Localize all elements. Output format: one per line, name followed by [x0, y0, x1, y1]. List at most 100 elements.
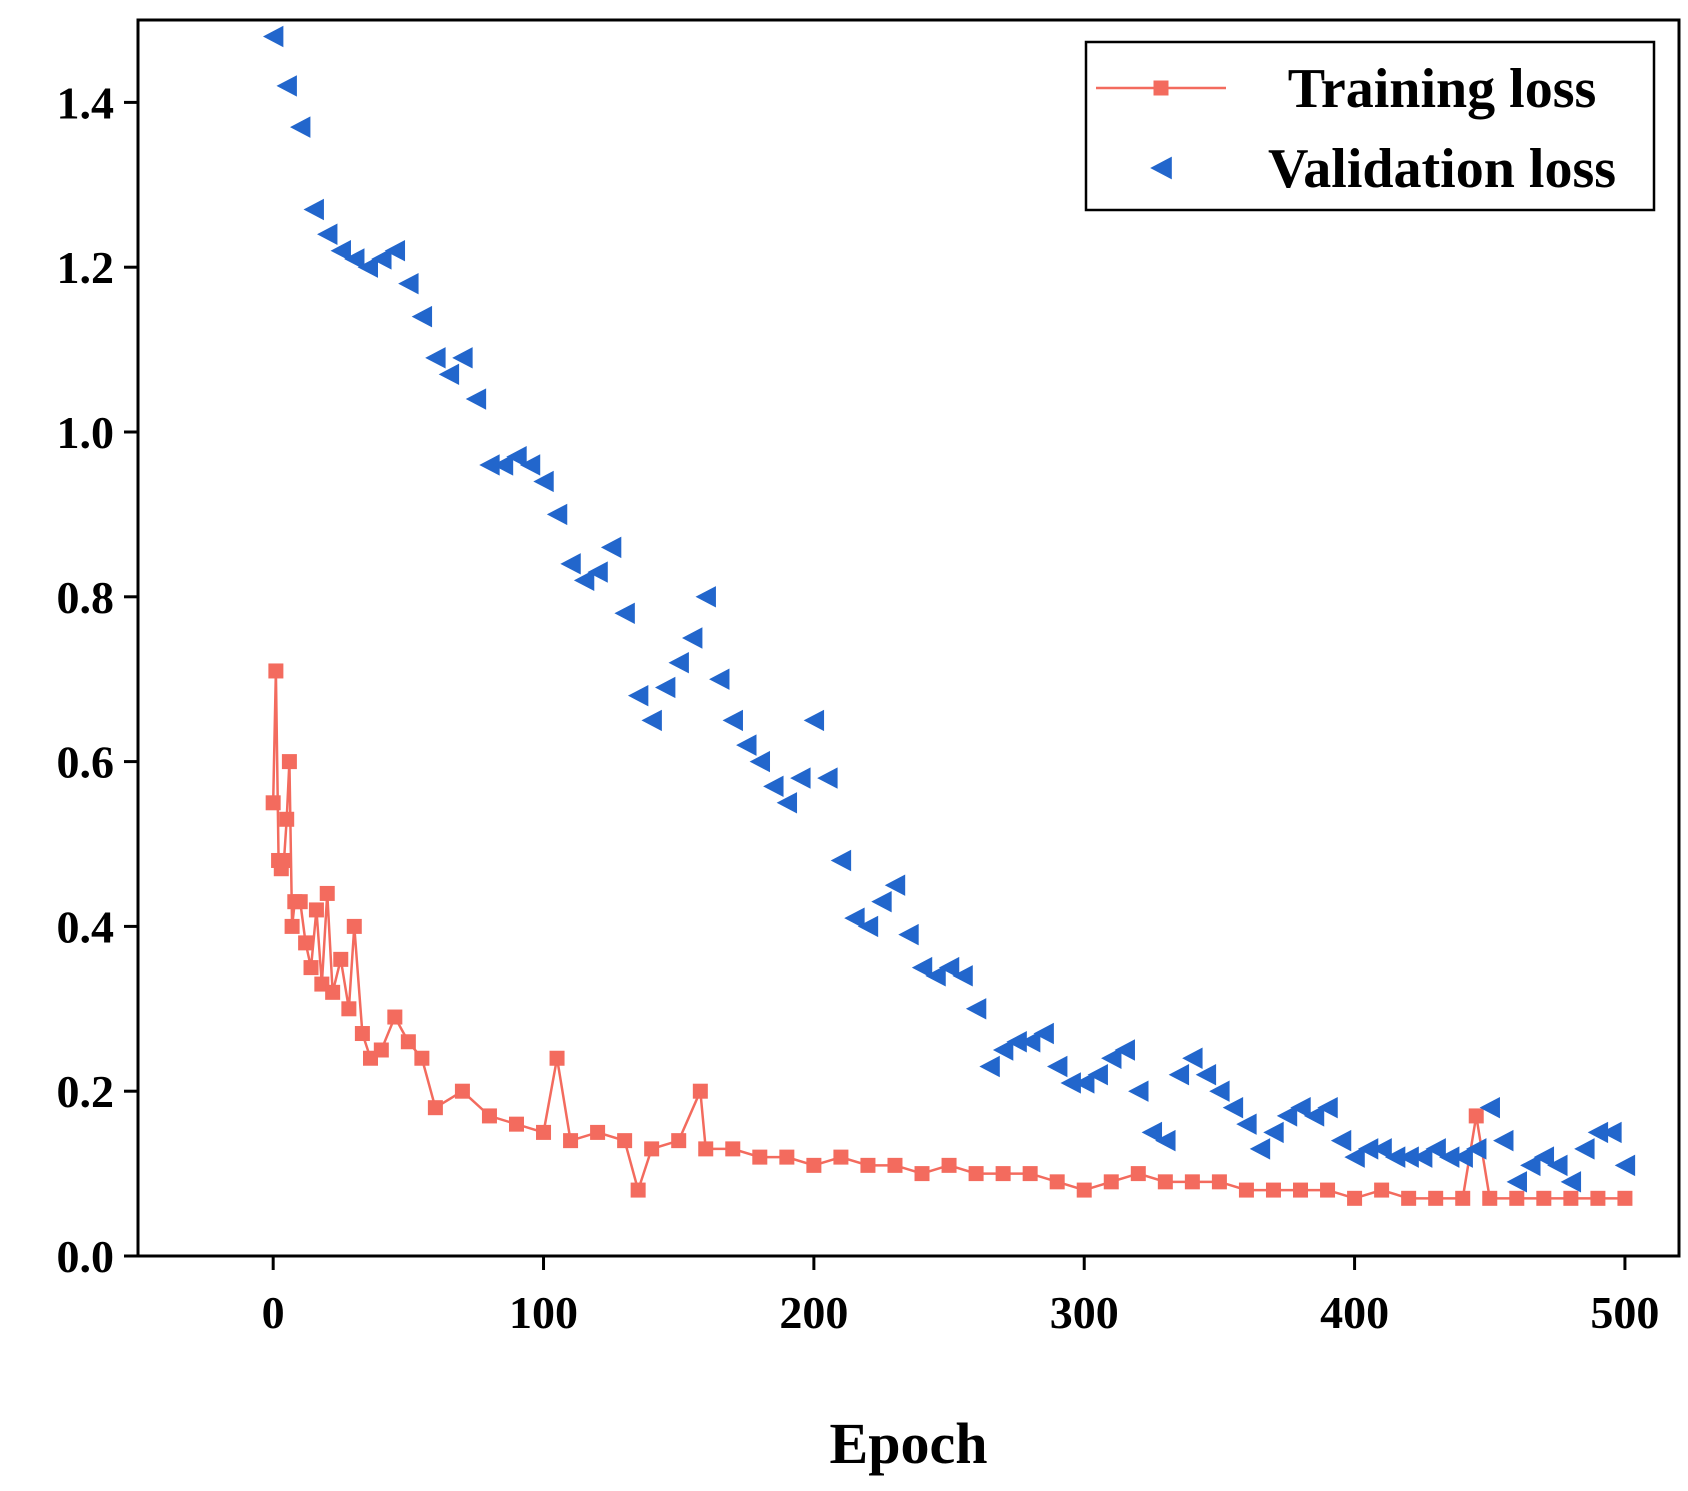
series-layer	[262, 25, 1636, 1206]
data-point	[682, 627, 703, 649]
data-point	[454, 1083, 470, 1099]
data-point	[871, 890, 892, 913]
data-point	[763, 775, 784, 798]
data-point	[346, 918, 362, 934]
data-point	[1168, 1064, 1190, 1086]
data-point	[806, 1157, 822, 1173]
data-point	[1506, 1171, 1527, 1193]
data-point	[736, 734, 757, 756]
x-tick-label: 100	[509, 1287, 578, 1338]
data-point	[1074, 1072, 1095, 1094]
legend-marker	[1150, 156, 1172, 180]
data-point	[1303, 1105, 1325, 1127]
legend-label: Training loss	[1288, 58, 1597, 120]
data-point	[519, 454, 541, 476]
data-point	[481, 1108, 497, 1124]
data-point	[709, 668, 730, 690]
x-tick-label: 0	[262, 1287, 285, 1338]
data-point	[790, 767, 811, 789]
data-point	[308, 902, 324, 918]
data-point	[1128, 1080, 1149, 1102]
data-point	[1614, 1154, 1636, 1177]
data-point	[1590, 1190, 1606, 1206]
data-point	[1425, 1138, 1446, 1160]
data-point	[330, 240, 351, 262]
data-point	[1374, 1182, 1390, 1198]
data-point	[1046, 1055, 1068, 1078]
y-tick-label: 1.0	[57, 407, 115, 458]
data-point	[1320, 1182, 1336, 1198]
data-point	[536, 1124, 552, 1140]
data-point	[1155, 1129, 1176, 1152]
data-point	[654, 676, 676, 699]
data-point	[752, 1149, 768, 1165]
data-point	[506, 446, 527, 468]
data-point	[938, 956, 960, 979]
legend-label: Validation loss	[1268, 138, 1616, 200]
data-point	[371, 248, 392, 270]
data-point	[1533, 1146, 1555, 1168]
y-tick-label: 1.4	[57, 77, 115, 128]
data-point	[1574, 1138, 1595, 1160]
x-axis-title: Epoch	[830, 1411, 988, 1476]
data-point	[1384, 1146, 1406, 1168]
x-tick-label: 200	[779, 1287, 848, 1338]
data-point	[549, 1050, 565, 1066]
data-point	[725, 1141, 741, 1157]
data-point	[1101, 1047, 1122, 1069]
data-point	[341, 1001, 357, 1017]
data-point	[344, 248, 365, 270]
data-point	[533, 470, 554, 493]
data-point	[1439, 1146, 1460, 1168]
data-point	[1468, 1108, 1484, 1124]
legend-box	[1084, 40, 1656, 212]
data-point	[844, 907, 865, 929]
data-point	[1211, 1174, 1227, 1190]
data-point	[1452, 1146, 1473, 1168]
data-point	[803, 709, 825, 732]
data-point	[292, 894, 308, 910]
data-point	[1428, 1190, 1444, 1206]
data-point	[452, 347, 473, 369]
data-point	[722, 709, 743, 732]
data-point	[887, 1157, 903, 1173]
data-point	[630, 1182, 646, 1198]
data-point	[1238, 1182, 1254, 1198]
data-point	[1222, 1096, 1244, 1119]
data-point	[817, 767, 838, 789]
data-point	[279, 811, 295, 827]
data-point	[373, 1042, 389, 1058]
data-point	[465, 388, 487, 410]
data-point	[1263, 1121, 1284, 1144]
data-point	[1209, 1080, 1230, 1102]
data-point	[884, 874, 906, 896]
data-point	[587, 561, 608, 583]
legend-item: Validation loss	[1150, 138, 1616, 200]
data-point	[1033, 1022, 1054, 1045]
data-point	[952, 965, 973, 987]
data-point	[333, 951, 349, 967]
data-point	[749, 750, 771, 773]
data-point	[614, 602, 635, 624]
data-point	[668, 652, 689, 674]
data-point	[398, 272, 419, 295]
x-tick-label: 300	[1050, 1287, 1119, 1338]
data-point	[968, 1166, 984, 1182]
data-point	[1357, 1138, 1379, 1160]
data-point	[1330, 1129, 1352, 1152]
data-point	[508, 1116, 524, 1132]
data-point	[357, 256, 378, 278]
data-point	[492, 454, 514, 476]
data-point	[268, 663, 284, 679]
data-point	[617, 1133, 633, 1149]
data-point	[1466, 1138, 1487, 1160]
data-point	[1536, 1190, 1552, 1206]
data-point	[265, 795, 281, 811]
data-point	[1182, 1047, 1203, 1069]
data-point	[1195, 1064, 1217, 1086]
data-point	[1022, 1166, 1038, 1182]
data-point	[1587, 1121, 1609, 1144]
x-tick-label: 500	[1590, 1287, 1659, 1338]
data-point	[1114, 1039, 1135, 1061]
data-point	[1563, 1190, 1579, 1206]
